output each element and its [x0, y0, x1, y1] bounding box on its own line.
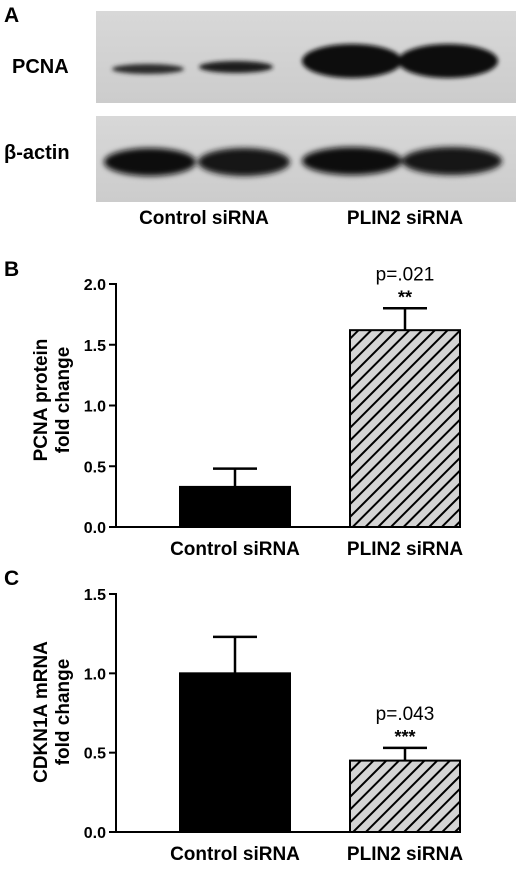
panel-b-letter: B [4, 258, 19, 281]
x-tick-label: PLIN2 siRNA [347, 844, 463, 864]
x-tick-label: PLIN2 siRNA [347, 539, 463, 560]
y-tick-label: 0.5 [84, 459, 106, 476]
p-value-label: p=.043 [376, 704, 435, 725]
actin-row-label: β-actin [4, 142, 70, 164]
panel-c-chart: 0.0 0.5 1.0 1.5 CDKN1A mRNA fold change Contro… [31, 587, 463, 865]
actin-bands [104, 147, 502, 176]
y-tick-label: 1.5 [84, 338, 106, 355]
significance-stars: ** [398, 287, 412, 307]
y-axis-label: PCNA protein [31, 339, 52, 462]
panel-a: A PCNA β-actin Control siRNA PLIN2 siRNA [4, 4, 516, 229]
y-axis-label: fold change [53, 659, 74, 766]
actin-band-lane3 [302, 147, 402, 175]
bar-control [179, 485, 291, 528]
panel-a-letter: A [4, 4, 19, 27]
significance-stars: *** [394, 727, 415, 747]
pcna-band-lane1 [112, 64, 184, 74]
y-tick-label: 0.5 [84, 746, 106, 763]
y-tick-label: 0.0 [84, 825, 106, 842]
x-tick-label: Control siRNA [170, 539, 300, 560]
x-tick-label: Control siRNA [170, 844, 300, 864]
y-tick-label: 0.0 [84, 520, 106, 537]
actin-band-lane2 [198, 148, 290, 176]
bar-plin2 [349, 759, 461, 833]
panel-b-chart: 0.0 0.5 1.0 1.5 2.0 PCNA protein fold change Co… [31, 264, 463, 560]
bar-plin2 [349, 329, 461, 529]
y-tick-label: 2.0 [84, 277, 106, 294]
bar-control [179, 672, 291, 833]
pcna-band-lane2 [199, 61, 273, 73]
actin-band-lane4 [402, 147, 502, 175]
pcna-band-lane3 [302, 44, 402, 78]
pcna-band-lane4 [398, 44, 498, 78]
y-tick-label: 1.5 [84, 587, 106, 604]
y-axis-label: CDKN1A mRNA [31, 641, 52, 783]
y-tick-label: 1.0 [84, 666, 106, 683]
pcna-bands [112, 44, 498, 78]
lane-label-control: Control siRNA [139, 208, 269, 229]
y-tick-label: 1.0 [84, 399, 106, 416]
lane-label-plin2: PLIN2 siRNA [347, 208, 463, 229]
y-axis-label: fold change [53, 347, 74, 454]
actin-band-lane1 [104, 148, 196, 176]
p-value-label: p=.021 [376, 264, 435, 285]
pcna-row-label: PCNA [12, 56, 69, 78]
panel-c-letter: C [4, 567, 19, 590]
